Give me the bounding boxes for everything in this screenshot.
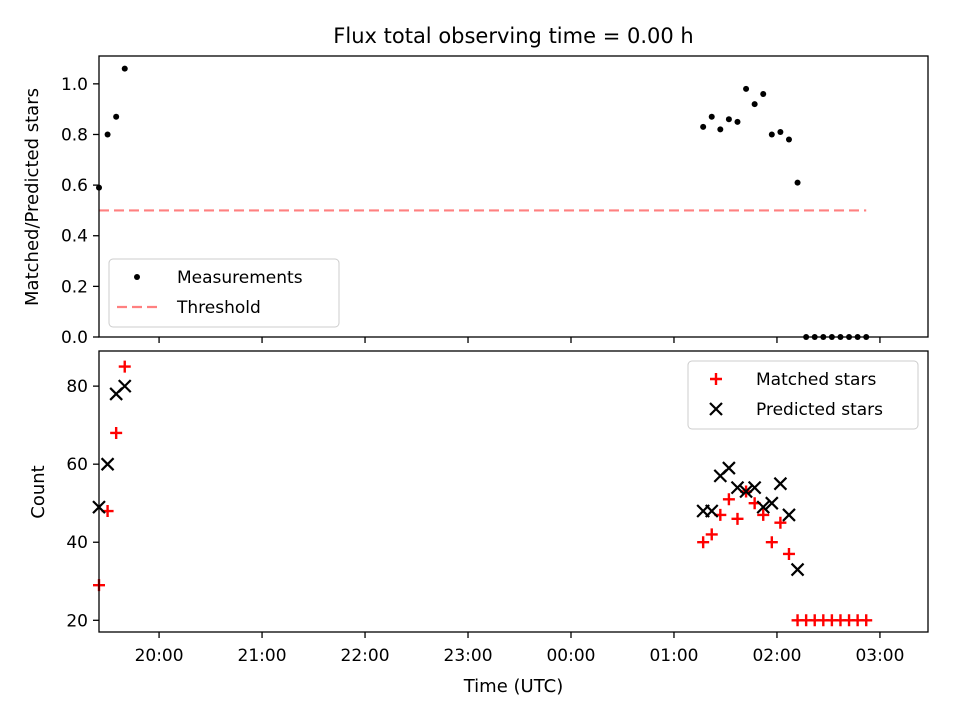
y-tick-label: 80 bbox=[66, 377, 88, 397]
y-tick-label: 0.8 bbox=[61, 125, 88, 145]
y-tick-label: 0.0 bbox=[61, 328, 88, 348]
data-point bbox=[722, 493, 735, 506]
x-tick-label: 02:00 bbox=[752, 646, 801, 666]
data-point bbox=[860, 614, 873, 627]
data-point bbox=[100, 457, 115, 471]
data-point bbox=[708, 113, 715, 120]
data-point bbox=[747, 480, 762, 495]
data-point bbox=[743, 85, 750, 92]
data-point bbox=[756, 500, 771, 514]
x-tick-label: 03:00 bbox=[855, 646, 904, 666]
legend-marker bbox=[134, 274, 140, 280]
data-point bbox=[773, 476, 788, 491]
series-predicted-stars bbox=[92, 379, 805, 577]
data-point bbox=[734, 118, 741, 125]
plot-frame bbox=[98, 350, 929, 633]
y-tick-label: 1.0 bbox=[61, 75, 88, 95]
legend-marker bbox=[709, 402, 723, 416]
data-point bbox=[730, 480, 745, 495]
x-tick-label: 00:00 bbox=[546, 646, 595, 666]
data-point bbox=[777, 128, 784, 135]
legend: Matched stars Predicted stars bbox=[687, 360, 919, 430]
data-point bbox=[697, 536, 710, 549]
data-point bbox=[782, 547, 795, 560]
x-tick-label: 22:00 bbox=[341, 646, 390, 666]
data-point bbox=[121, 65, 128, 72]
plot-frame bbox=[98, 55, 929, 338]
y-tick-label: 0.6 bbox=[61, 176, 88, 196]
data-point bbox=[722, 461, 736, 475]
y-tick-label: 60 bbox=[66, 455, 88, 475]
data-point bbox=[731, 512, 744, 525]
data-point bbox=[704, 504, 719, 518]
data-point bbox=[118, 360, 131, 373]
series-measurements bbox=[96, 65, 870, 340]
x-tick-label: 21:00 bbox=[238, 646, 287, 666]
data-point bbox=[785, 136, 792, 143]
data-point bbox=[790, 562, 805, 577]
x-tick-label: 20:00 bbox=[135, 646, 184, 666]
legend-label: Threshold bbox=[176, 298, 261, 318]
bottom-y-axis-label: Count bbox=[28, 465, 49, 518]
data-point bbox=[751, 101, 758, 108]
x-tick-label: 01:00 bbox=[649, 646, 698, 666]
data-point bbox=[765, 536, 778, 549]
data-point bbox=[113, 113, 120, 120]
data-point bbox=[725, 116, 732, 123]
data-point bbox=[768, 131, 775, 138]
data-point bbox=[757, 508, 770, 521]
y-tick-label: 0.4 bbox=[61, 227, 88, 247]
legend: Measurements Threshold bbox=[108, 258, 340, 328]
data-point bbox=[760, 90, 767, 97]
data-point bbox=[774, 516, 787, 529]
legend-box bbox=[108, 258, 340, 328]
data-point bbox=[794, 179, 801, 186]
y-tick-label: 0.2 bbox=[61, 277, 88, 297]
y-tick-label: 20 bbox=[66, 611, 88, 631]
top-plot-area: 0.0 0.2 0.4 0.6 0.8 1.0 Measurements Threshold bbox=[61, 55, 929, 348]
data-point bbox=[765, 496, 779, 510]
data-point bbox=[110, 426, 123, 439]
legend-label: Predicted stars bbox=[756, 400, 883, 420]
legend-label: Measurements bbox=[177, 268, 303, 288]
data-point bbox=[700, 123, 707, 130]
x-axis-label: Time (UTC) bbox=[463, 676, 564, 697]
chart-title: Flux total observing time = 0.00 h bbox=[333, 24, 693, 48]
legend-marker bbox=[710, 373, 722, 385]
bottom-plot-area: 20:00 21:00 22:00 23:00 00:00 01:00 02:00 03:00… bbox=[66, 350, 929, 666]
data-point bbox=[717, 126, 724, 133]
data-point bbox=[782, 508, 796, 522]
data-point bbox=[104, 131, 111, 138]
data-point bbox=[705, 528, 718, 541]
data-point bbox=[739, 484, 753, 499]
top-y-axis-label: Matched/Predicted stars bbox=[22, 88, 43, 306]
data-point bbox=[117, 379, 132, 393]
y-tick-label: 40 bbox=[66, 533, 88, 553]
x-tick-label: 23:00 bbox=[444, 646, 493, 666]
legend-box bbox=[687, 360, 919, 430]
legend-label: Matched stars bbox=[756, 370, 876, 390]
